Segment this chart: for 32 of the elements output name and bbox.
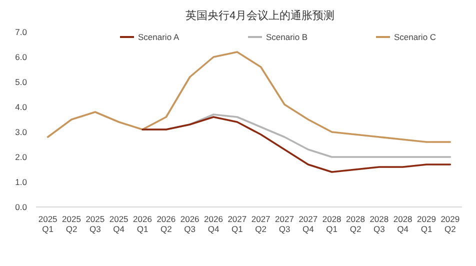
line-series [142, 116, 452, 173]
x-tick-label: 2029 Q1 [417, 214, 436, 234]
x-tick-label: 2028 Q1 [322, 214, 342, 234]
x-tick-label: 2026 Q3 [180, 214, 200, 234]
chart-title: 英国央行4月会议上的通胀预测 [185, 9, 335, 22]
y-tick-label: 7.0 [15, 27, 28, 37]
x-tick-label: 2028 Q4 [393, 214, 413, 234]
x-tick-label: 2025 Q4 [109, 214, 129, 234]
x-tick-label: 2026 Q4 [204, 214, 224, 234]
x-tick-label: 2026 Q1 [133, 214, 152, 234]
y-tick-label: 4.0 [15, 102, 28, 112]
y-tick-label: 3.0 [15, 127, 28, 137]
y-tick-label: 2.0 [15, 152, 28, 162]
y-tick-label: 5.0 [15, 77, 28, 87]
x-tick-label: 2028 Q3 [370, 214, 389, 234]
x-tick-label: 2027 Q3 [275, 214, 294, 234]
x-tick-label: 2027 Q1 [228, 214, 247, 234]
x-tick-label: 2027 Q2 [251, 214, 271, 234]
y-tick-label: 0.0 [15, 202, 28, 212]
line-series [46, 51, 452, 143]
legend-label: Scenario A [138, 32, 180, 42]
legend-label: Scenario B [266, 32, 308, 42]
x-tick-label: 2027 Q4 [298, 214, 318, 234]
x-tick-label: 2025 Q2 [62, 214, 82, 234]
x-tick-label: 2028 Q2 [346, 214, 366, 234]
x-tick-label: 2026 Q2 [156, 214, 176, 234]
x-tick-label: 2029 Q2 [440, 214, 460, 234]
y-tick-label: 6.0 [15, 52, 28, 62]
y-tick-label: 1.0 [15, 177, 28, 187]
legend-label: Scenario C [394, 32, 436, 42]
x-tick-label: 2025 Q1 [38, 214, 58, 234]
x-tick-label: 2025 Q3 [86, 214, 105, 234]
